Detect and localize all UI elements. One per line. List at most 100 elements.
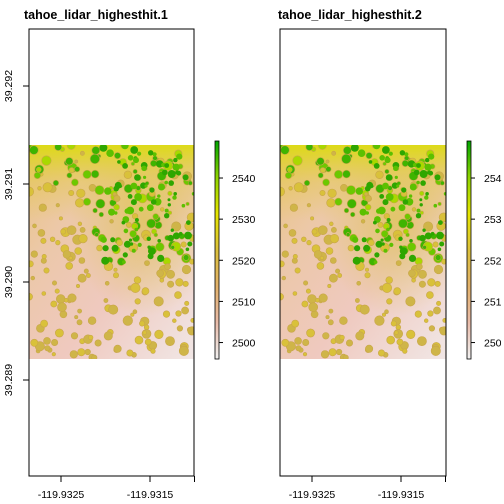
canopy-blob bbox=[133, 157, 139, 164]
canopy-blob bbox=[155, 242, 165, 252]
canopy-blob bbox=[318, 293, 328, 303]
canopy-blob bbox=[384, 157, 391, 164]
canopy-blob bbox=[425, 192, 429, 196]
canopy-blob bbox=[399, 245, 403, 249]
canopy-blob bbox=[142, 330, 147, 335]
canopy-blob bbox=[167, 280, 175, 288]
canopy-blob bbox=[416, 208, 421, 213]
raster-panel-2: tahoe_lidar_highesthit.2 -119.9325 -119.93… bbox=[278, 8, 502, 501]
canopy-blob bbox=[176, 153, 183, 160]
canopy-blob bbox=[359, 208, 367, 216]
canopy-blob bbox=[88, 334, 94, 341]
canopy-blob bbox=[342, 146, 352, 155]
canopy-blob bbox=[382, 182, 389, 190]
canopy-blob bbox=[182, 174, 189, 181]
canopy-blob bbox=[393, 287, 402, 295]
canopy-blob bbox=[147, 245, 151, 249]
x-tick-label: -119.9315 bbox=[378, 489, 425, 501]
canopy-blob bbox=[165, 336, 175, 346]
canopy-blob bbox=[100, 236, 107, 243]
canopy-blob bbox=[293, 182, 304, 193]
canopy-blob bbox=[152, 152, 157, 157]
canopy-blob bbox=[376, 208, 382, 214]
canopy-blob bbox=[350, 211, 356, 218]
canopy-blob bbox=[342, 354, 349, 359]
canopy-blob bbox=[71, 178, 79, 187]
canopy-blob bbox=[443, 192, 446, 196]
canopy-blob bbox=[124, 208, 130, 214]
canopy-blob bbox=[418, 269, 427, 279]
canopy-blob bbox=[308, 302, 319, 313]
canopy-blob bbox=[385, 276, 393, 284]
canopy-blob bbox=[44, 345, 51, 352]
canopy-blob bbox=[113, 267, 118, 272]
canopy-blob bbox=[164, 163, 170, 168]
canopy-blobs bbox=[29, 145, 194, 359]
canopy-blob bbox=[78, 257, 86, 264]
canopy-blob bbox=[76, 188, 86, 198]
canopy-blob bbox=[130, 161, 135, 166]
canopy-blob bbox=[122, 252, 128, 258]
canopy-blob bbox=[316, 157, 325, 166]
canopy-blob bbox=[144, 184, 148, 188]
canopy-blob bbox=[424, 232, 432, 240]
canopy-blob bbox=[416, 163, 421, 168]
canopy-blob bbox=[134, 218, 139, 222]
canopy-blob bbox=[364, 272, 371, 279]
canopy-blob bbox=[289, 203, 299, 212]
canopy-blob bbox=[79, 226, 86, 233]
canopy-blob bbox=[190, 318, 194, 323]
canopy-blob bbox=[148, 150, 154, 156]
canopy-blob bbox=[78, 234, 88, 244]
canopy-blob bbox=[166, 269, 175, 279]
canopy-blob bbox=[325, 247, 334, 255]
canopy-blob bbox=[336, 348, 343, 356]
canopy-blob bbox=[439, 326, 446, 336]
x-tick-label: -119.9325 bbox=[38, 489, 85, 501]
canopy-blob bbox=[436, 231, 444, 240]
canopy-blob bbox=[408, 269, 416, 278]
canopy-blob bbox=[55, 203, 60, 208]
canopy-blob bbox=[434, 280, 441, 287]
canopy-blob bbox=[82, 169, 92, 179]
canopy-blob bbox=[373, 260, 378, 264]
canopy-blob bbox=[134, 193, 143, 201]
canopy-blob bbox=[302, 352, 308, 357]
canopy-blob bbox=[178, 345, 189, 356]
canopy-blob bbox=[157, 194, 161, 198]
canopy-blob bbox=[364, 267, 369, 272]
canopy-blob bbox=[295, 345, 302, 352]
canopy-blob bbox=[329, 234, 340, 244]
canopy-blob bbox=[359, 304, 370, 315]
canopy-blob bbox=[399, 247, 408, 256]
canopy-blob bbox=[281, 275, 286, 281]
canopy-blob bbox=[173, 157, 178, 163]
canopy-blob bbox=[383, 248, 388, 253]
canopy-blob bbox=[62, 250, 72, 259]
canopy-blob bbox=[424, 163, 432, 171]
canopy-blob bbox=[67, 293, 77, 303]
canopy-blob bbox=[319, 255, 324, 260]
canopy-blob bbox=[302, 338, 310, 346]
canopy-blob bbox=[365, 152, 373, 160]
canopy-blob bbox=[313, 250, 323, 259]
canopy-blob bbox=[137, 242, 142, 247]
canopy-blob bbox=[416, 336, 427, 346]
canopy-blob bbox=[77, 273, 87, 283]
plot-frame bbox=[279, 28, 447, 477]
canopy-blob bbox=[322, 332, 330, 340]
canopy-blob bbox=[122, 260, 126, 264]
canopy-blob bbox=[333, 169, 343, 179]
canopy-blob bbox=[367, 239, 375, 246]
canopy-blob bbox=[51, 280, 57, 286]
canopy-blob bbox=[141, 165, 147, 171]
canopy-blob bbox=[60, 228, 67, 235]
canopy-blob bbox=[294, 337, 302, 345]
canopy-blob bbox=[380, 238, 384, 242]
canopy-blob bbox=[77, 348, 86, 357]
canopy-blob bbox=[51, 338, 59, 346]
canopy-blob bbox=[347, 244, 355, 252]
canopy-blob bbox=[395, 324, 401, 330]
canopy-blob bbox=[398, 236, 403, 241]
canopy-blob bbox=[320, 350, 330, 359]
